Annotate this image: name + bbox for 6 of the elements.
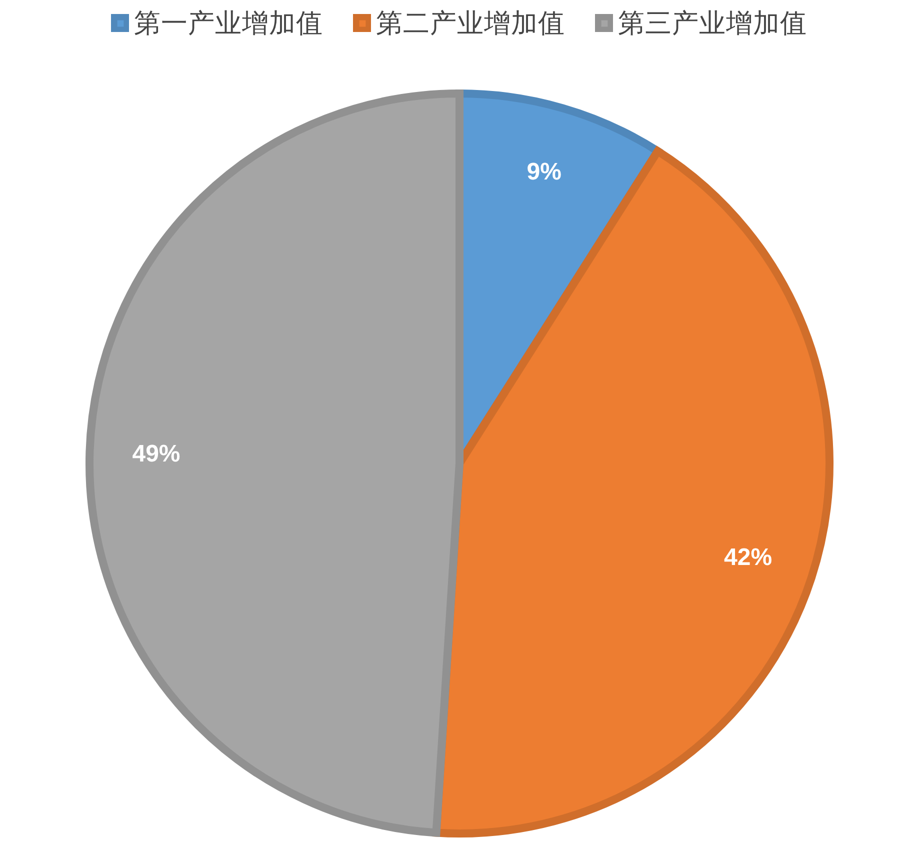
legend-label: 第二产业增加值 bbox=[376, 7, 565, 41]
legend-label: 第三产业增加值 bbox=[618, 7, 807, 41]
data-label: 42% bbox=[724, 544, 772, 571]
legend-label: 第一产业增加值 bbox=[134, 7, 323, 41]
data-label: 49% bbox=[132, 440, 180, 468]
data-label: 9% bbox=[526, 158, 562, 186]
